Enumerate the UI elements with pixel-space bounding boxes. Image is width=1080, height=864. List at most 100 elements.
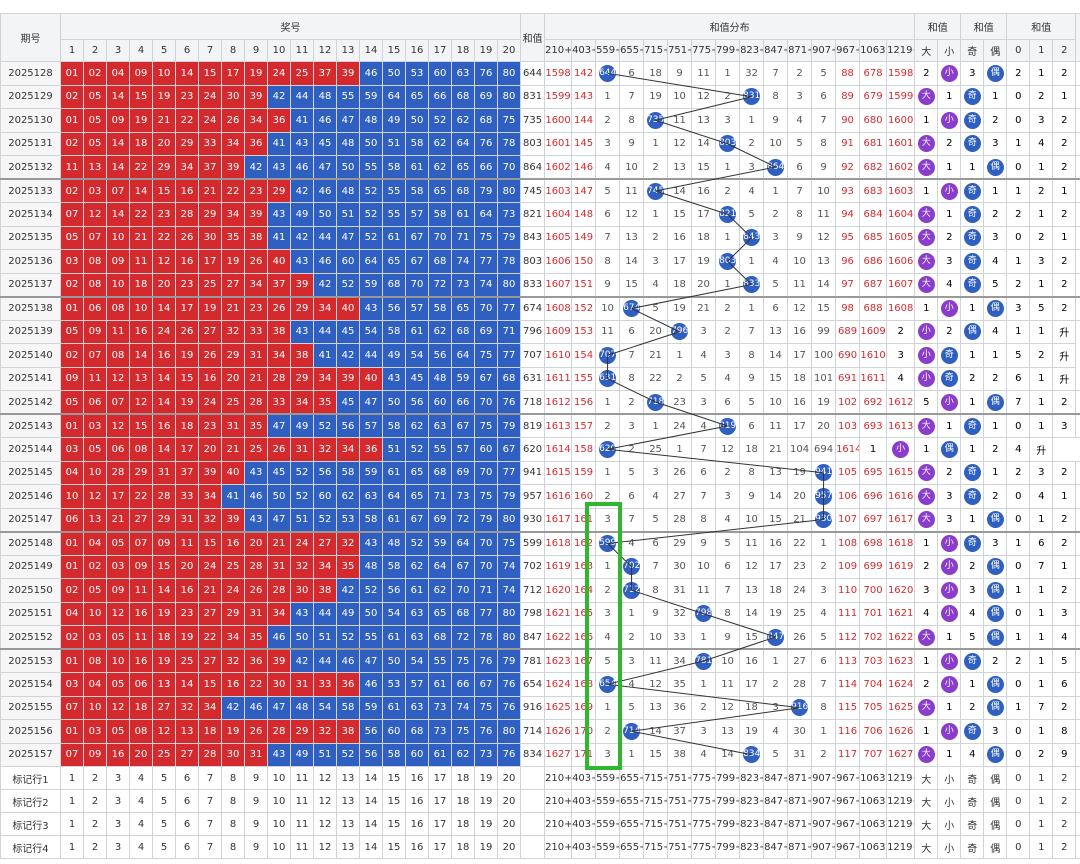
- dist-col-header: 775+: [691, 39, 717, 62]
- sum-cell: 745: [520, 178, 546, 203]
- footer-parity: 奇: [960, 835, 985, 859]
- table-row[interactable]: 2025145 04 10 28 29 31 37 39 40 43 45 52 56 58 59 61 65 6…: [0, 460, 1080, 485]
- prize-number: 22: [129, 484, 153, 509]
- table-row[interactable]: 2025143 01 03 12 15 16 18 23 31 35 47 49 52 56 57 58 62 6…: [0, 413, 1080, 438]
- prize-number: 13: [129, 366, 153, 391]
- table-row[interactable]: 2025133 02 03 07 14 15 16 21 22 23 29 42 46 48 52 55 58 6…: [0, 178, 1080, 203]
- table-row[interactable]: 2025140 02 07 08 14 16 19 26 29 31 34 38 41 42 44 49 54 5…: [0, 343, 1080, 368]
- dist-cell: 156: [571, 390, 597, 415]
- table-row[interactable]: 2025154 03 04 05 06 13 14 15 16 22 30 31 33 36 46 53 57 6…: [0, 672, 1080, 697]
- prize-number: 67: [474, 366, 498, 391]
- prize-number: 45: [405, 366, 429, 391]
- table-row[interactable]: 2025157 07 09 16 20 25 27 28 30 31 43 49 51 52 56 58 60 6…: [0, 742, 1080, 767]
- footer-dist: 210+: [544, 789, 573, 813]
- prize-number: 62: [428, 155, 452, 180]
- prize-number: 09: [152, 530, 176, 556]
- prize-number: 46: [244, 484, 268, 509]
- dist-cell: 18: [667, 272, 693, 297]
- dist-cell: 4: [595, 155, 621, 180]
- dist-cell: 1: [739, 295, 765, 321]
- dist-cell: 6: [787, 155, 813, 180]
- table-row[interactable]: 2025150 02 05 09 11 14 16 21 24 26 28 30 38 42 52 56 61 6…: [0, 578, 1080, 603]
- prize-number: 31: [244, 601, 268, 626]
- prize-number: 70: [474, 390, 498, 415]
- dist-cell: 13: [643, 695, 669, 720]
- size-ball: 小: [940, 111, 958, 129]
- mod-cell: 2: [1029, 178, 1054, 203]
- prize-number: 26: [221, 108, 245, 133]
- prize-number: 61: [405, 155, 429, 180]
- prize-number: 75: [474, 413, 498, 438]
- sum-ball: 712: [623, 581, 640, 599]
- table-row[interactable]: 2025138 01 06 08 10 14 17 19 21 23 26 29 34 40 43 56 57 5…: [0, 295, 1080, 321]
- prize-number: 43: [267, 742, 291, 767]
- table-row[interactable]: 2025129 02 05 14 15 19 23 24 30 39 42 44 48 55 59 64 65 6…: [0, 84, 1080, 109]
- sum-ball: 843: [743, 229, 760, 247]
- table-row[interactable]: 2025147 06 13 21 27 29 31 32 39 43 47 51 52 53 58 61 67 6…: [0, 507, 1080, 532]
- prize-number: 16: [129, 601, 153, 626]
- table-row[interactable]: 2025141 09 11 12 13 14 15 16 20 21 28 29 34 39 40 43 45 4…: [0, 366, 1080, 391]
- dist-cell: 18: [739, 437, 765, 462]
- footer-dist: 559+: [595, 766, 621, 790]
- prize-number: 73: [428, 719, 452, 744]
- dist-cell: 8: [739, 460, 765, 485]
- table-row[interactable]: 2025152 02 03 05 11 18 19 22 34 35 46 50 51 52 55 61 63 6…: [0, 625, 1080, 650]
- table-row[interactable]: 2025155 07 10 12 18 27 32 34 42 46 47 48 54 58 59 61 63 7…: [0, 695, 1080, 720]
- dist-cell: 3: [763, 695, 789, 720]
- size-cell: 2: [914, 672, 939, 697]
- prize-number: 46: [313, 249, 337, 274]
- dist-cell: 110: [835, 578, 861, 603]
- prize-number: 23: [175, 601, 199, 626]
- table-row[interactable]: 2025136 03 08 09 11 12 16 17 19 26 40 43 46 60 64 65 67 6…: [0, 249, 1080, 274]
- parity-ball: 偶: [986, 393, 1004, 411]
- footer-dist: 1063+: [859, 789, 888, 813]
- mod-cell: 3: [1029, 249, 1054, 274]
- dist-cell: 108: [835, 530, 861, 556]
- parity-cell: 2: [937, 319, 962, 344]
- table-row[interactable]: 2025128 01 02 04 09 10 14 15 17 19 24 25 37 39 46 50 53 6…: [0, 61, 1080, 86]
- dist-cell: 11: [691, 61, 717, 86]
- sum-ball-cell: 735: [643, 108, 669, 133]
- table-row[interactable]: 2025153 01 08 10 16 19 25 27 32 36 39 42 44 46 47 50 54 5…: [0, 648, 1080, 673]
- dist-cell: 697: [859, 507, 888, 532]
- prize-number: 39: [290, 272, 314, 297]
- table-row[interactable]: 2025139 05 09 11 16 24 26 27 32 33 38 43 44 45 54 58 61 6…: [0, 319, 1080, 344]
- table-row[interactable]: 2025142 05 06 07 12 14 19 24 25 28 33 34 35 45 47 50 56 6…: [0, 390, 1080, 415]
- prize-number: 42: [221, 695, 245, 720]
- dist-cell: 8: [595, 249, 621, 274]
- num-col-header: 11: [290, 39, 314, 62]
- mod-cell: 2: [983, 366, 1008, 391]
- prize-number: 16: [129, 319, 153, 344]
- table-row[interactable]: 2025151 04 10 12 16 19 23 27 29 31 34 43 44 49 50 54 63 6…: [0, 601, 1080, 626]
- prize-number: 35: [313, 390, 337, 415]
- extra-cell: 升: [1075, 131, 1080, 156]
- dist-cell: 2: [691, 695, 717, 720]
- prize-number: 13: [152, 672, 176, 697]
- table-row[interactable]: 2025135 05 07 10 21 22 26 30 35 38 41 42 44 47 52 61 67 7…: [0, 225, 1080, 250]
- table-row[interactable]: 2025144 03 05 06 08 14 17 20 21 25 26 31 32 34 36 51 52 5…: [0, 437, 1080, 462]
- dist-cell: 19: [739, 719, 765, 744]
- dist-cell: 1626: [544, 719, 573, 744]
- prize-number: 40: [221, 460, 245, 485]
- dist-cell: 27: [667, 484, 693, 509]
- table-row[interactable]: 2025132 11 13 14 22 29 34 37 39 42 43 46 47 50 55 58 61 6…: [0, 155, 1080, 180]
- prize-number: 34: [313, 554, 337, 579]
- table-row[interactable]: 2025149 01 02 03 09 15 20 24 25 28 31 32 34 35 48 58 62 6…: [0, 554, 1080, 579]
- prize-number: 28: [244, 554, 268, 579]
- table-row[interactable]: 2025134 07 12 14 22 23 28 29 34 39 43 49 50 51 52 55 57 5…: [0, 202, 1080, 227]
- table-row[interactable]: 2025137 02 08 10 18 20 23 25 27 34 37 39 42 52 59 68 70 7…: [0, 272, 1080, 297]
- table-row[interactable]: 2025130 01 05 09 19 21 22 24 26 34 36 41 46 47 48 49 50 5…: [0, 108, 1080, 133]
- prize-number: 68: [451, 319, 475, 344]
- prize-number: 74: [451, 249, 475, 274]
- prize-number: 19: [221, 719, 245, 744]
- prize-number: 19: [152, 648, 176, 673]
- table-row[interactable]: 2025148 01 04 05 07 09 11 15 16 20 21 24 27 32 43 48 52 5…: [0, 530, 1080, 556]
- dist-cell: 26: [667, 460, 693, 485]
- num-col-header: 20: [496, 39, 522, 62]
- size-cell: 小: [937, 578, 962, 603]
- table-row[interactable]: 2025131 02 05 14 18 20 29 33 34 36 41 43 45 48 50 51 58 6…: [0, 131, 1080, 156]
- table-row[interactable]: 2025146 10 12 17 22 28 33 34 41 46 50 52 60 62 63 64 65 7…: [0, 484, 1080, 509]
- table-row[interactable]: 2025156 01 03 05 08 12 13 18 19 26 28 29 32 38 56 60 68 7…: [0, 719, 1080, 744]
- prize-number: 71: [496, 319, 522, 344]
